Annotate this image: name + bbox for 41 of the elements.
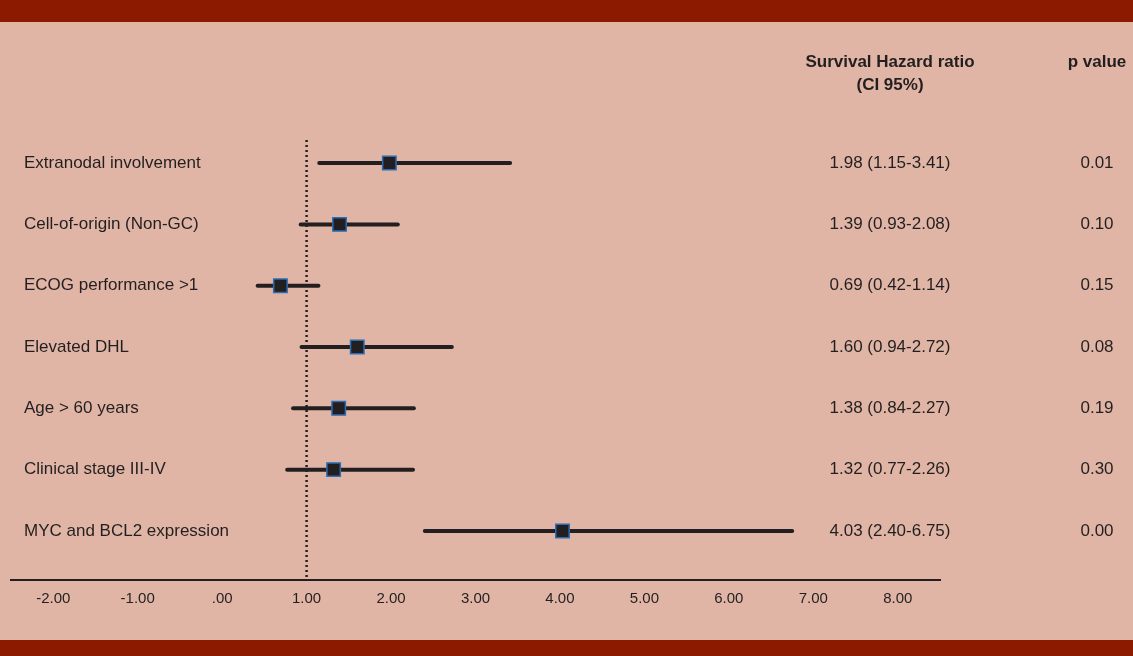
- y-tick-label: Age > 60 years: [24, 398, 139, 418]
- text: 0.00: [1080, 520, 1114, 540]
- annotation: 1.32 (0.77-2.26): [829, 459, 951, 479]
- x-tick-label: .00: [211, 589, 233, 607]
- x-tick-label: 1.00: [291, 589, 322, 607]
- text: 0.19: [1080, 398, 1114, 418]
- point: [381, 155, 397, 171]
- y-tick-label: Elevated DHL: [24, 336, 129, 356]
- y-tick-label: Extranodal involvement: [24, 152, 201, 172]
- point: [272, 278, 288, 294]
- annotation: 4.03 (2.40-6.75): [829, 520, 951, 540]
- point: [555, 523, 570, 539]
- text: 0.15: [1080, 275, 1114, 295]
- text: 0.10: [1080, 214, 1114, 234]
- point: [349, 339, 365, 355]
- annotation: 1.39 (0.93-2.08): [829, 214, 951, 234]
- x-tick-label: 5.00: [629, 589, 660, 607]
- x-tick-label: 7.00: [798, 589, 828, 607]
- y-tick-label: Clinical stage III-IV: [24, 459, 167, 479]
- annotation: 1.98 (1.15-3.41): [829, 152, 951, 172]
- point: [332, 216, 347, 232]
- text: p value: [1067, 51, 1127, 71]
- x-tick-label: 6.00: [714, 589, 744, 607]
- x-tick-label: 8.00: [883, 589, 913, 607]
- annotation: 1.60 (0.94-2.72): [829, 336, 951, 356]
- text: Survival Hazard ratio (CI 95%): [805, 51, 975, 94]
- point: [331, 400, 347, 416]
- point: [326, 462, 342, 478]
- text: 0.08: [1080, 336, 1114, 356]
- annotation: 0.69 (0.42-1.14): [829, 275, 951, 295]
- annotation: 1.38 (0.84-2.27): [829, 398, 951, 418]
- text: 0.01: [1080, 152, 1114, 172]
- x-tick-label: 3.00: [460, 589, 491, 607]
- y-tick-label: ECOG performance >1: [24, 275, 199, 295]
- x-tick-label: 4.00: [545, 589, 575, 607]
- x-tick-label: -2.00: [36, 589, 71, 607]
- y-tick-label: MYC and BCL2 expression: [24, 520, 230, 540]
- x-tick-label: 2.00: [376, 589, 406, 607]
- text: 0.30: [1080, 459, 1114, 479]
- y-tick-label: Cell-of-origin (Non-GC): [24, 214, 199, 234]
- x-tick-label: -1.00: [120, 589, 155, 607]
